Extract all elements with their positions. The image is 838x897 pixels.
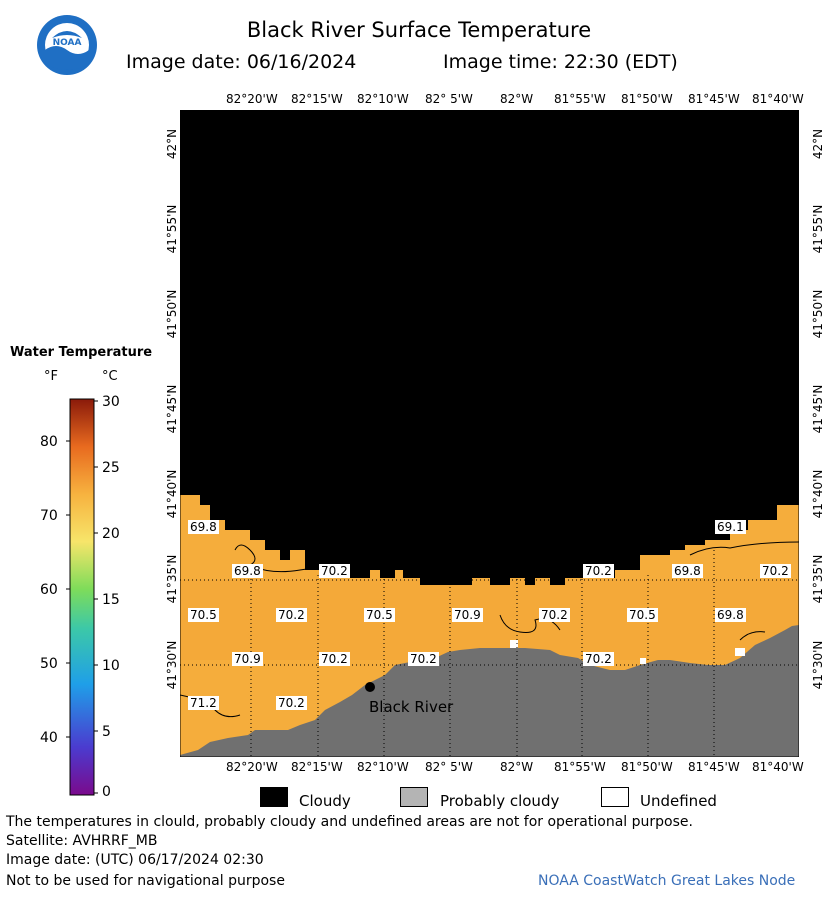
- right-lat-label: 41°40'N: [811, 469, 825, 519]
- image-date: Image date: 06/16/2024: [126, 51, 357, 73]
- bottom-lon-label: 82°15'W: [291, 760, 343, 774]
- temperature-label: 71.2: [188, 696, 219, 710]
- temperature-label: 70.5: [188, 608, 219, 622]
- undefined-patch: [510, 640, 518, 648]
- colorbar-f-tick: 70: [40, 508, 58, 524]
- graticule: [180, 550, 799, 757]
- logo-text: NOAA: [52, 38, 82, 48]
- temperature-label: 70.5: [627, 608, 658, 622]
- bottom-lon-label: 81°55'W: [554, 760, 606, 774]
- bottom-lon-label: 82°10'W: [357, 760, 409, 774]
- temperature-label: 70.9: [452, 608, 483, 622]
- temperature-label: 70.2: [276, 696, 307, 710]
- nav-warning-text: Not to be used for navigational purpose: [6, 873, 285, 889]
- top-lon-label: 81°55'W: [554, 92, 606, 106]
- left-lat-label: 41°30'N: [165, 640, 179, 690]
- temperature-label: 70.2: [583, 564, 614, 578]
- colorbar-c-tick: 25: [102, 460, 120, 476]
- left-lat-label: 41°35'N: [165, 554, 179, 604]
- land-area: [180, 625, 799, 757]
- temperature-label: 70.2: [583, 652, 614, 666]
- colorbar-f-tick: 80: [40, 434, 58, 450]
- colorbar-gradient: [69, 398, 95, 796]
- temperature-label: 70.2: [408, 652, 439, 666]
- undefined-patch: [735, 648, 745, 656]
- temperature-label: 69.8: [672, 564, 703, 578]
- bottom-lon-label: 82°W: [500, 760, 534, 774]
- top-lon-label: 82°W: [500, 92, 534, 106]
- noaa-logo-icon: [37, 15, 97, 75]
- temperature-label: 70.2: [319, 564, 350, 578]
- temperature-label: 69.1: [715, 520, 746, 534]
- temperature-label: 69.8: [188, 520, 219, 534]
- top-lon-label: 81°45'W: [688, 92, 740, 106]
- right-lat-label: 42°N: [811, 128, 825, 160]
- right-lat-label: 41°50'N: [811, 289, 825, 339]
- bottom-lon-label: 82°20'W: [226, 760, 278, 774]
- left-lat-label: 42°N: [165, 128, 179, 160]
- top-lon-label: 82°10'W: [357, 92, 409, 106]
- undefined-patch: [640, 658, 646, 664]
- image-time: Image time: 22:30 (EDT): [443, 51, 678, 73]
- colorbar-ticks: [66, 400, 98, 794]
- colorbar-c-tick: 0: [102, 784, 111, 800]
- legend-swatch-cloudy: [260, 787, 288, 807]
- temperature-label: 69.8: [715, 608, 746, 622]
- colorbar-c-tick: 5: [102, 724, 111, 740]
- temperature-label: 70.9: [232, 652, 263, 666]
- legend-label-probably-cloudy: Probably cloudy: [440, 792, 560, 810]
- top-lon-label: 82°20'W: [226, 92, 278, 106]
- top-lon-label: 81°50'W: [621, 92, 673, 106]
- temperature-map: [180, 110, 799, 757]
- temperature-label: 70.2: [276, 608, 307, 622]
- noaa-logo: NOAA: [36, 14, 98, 76]
- right-lat-label: 41°55'N: [811, 204, 825, 254]
- legend-swatch-undefined: [601, 787, 629, 807]
- colorbar-c-tick: 20: [102, 526, 120, 542]
- isotherm-line: [689, 541, 799, 556]
- colorbar-title: Water Temperature: [10, 345, 153, 360]
- temperature-label: 70.2: [760, 564, 791, 578]
- legend-label-undefined: Undefined: [640, 792, 717, 810]
- utc-date-text: Image date: (UTC) 06/17/2024 02:30: [6, 852, 264, 868]
- legend-swatch-probably-cloudy: [400, 787, 428, 807]
- right-lat-label: 41°30'N: [811, 640, 825, 690]
- temperature-label: 70.2: [539, 608, 570, 622]
- colorbar-f-tick: 60: [40, 582, 58, 598]
- right-lat-label: 41°35'N: [811, 554, 825, 604]
- page-title: Black River Surface Temperature: [246, 18, 592, 42]
- colorbar-f-tick: 40: [40, 730, 58, 746]
- bottom-lon-label: 82° 5'W: [425, 760, 473, 774]
- temperature-label: 69.8: [232, 564, 263, 578]
- temperature-label: 70.2: [319, 652, 350, 666]
- colorbar-unit-c: °C: [102, 369, 118, 384]
- left-lat-label: 41°40'N: [165, 469, 179, 519]
- left-lat-label: 41°45'N: [165, 384, 179, 434]
- black-river-marker: [365, 682, 375, 692]
- credit-text: NOAA CoastWatch Great Lakes Node: [538, 873, 796, 889]
- colorbar-c-tick: 10: [102, 658, 120, 674]
- bottom-lon-label: 81°50'W: [621, 760, 673, 774]
- top-lon-label: 81°40'W: [752, 92, 804, 106]
- legend-label-cloudy: Cloudy: [299, 792, 351, 810]
- bottom-lon-label: 81°40'W: [752, 760, 804, 774]
- cloud-area: [180, 110, 799, 585]
- disclaimer-text: The temperatures in clould, probably clo…: [6, 814, 693, 830]
- left-lat-label: 41°55'N: [165, 204, 179, 254]
- colorbar-c-tick: 15: [102, 592, 120, 608]
- colorbar: [66, 398, 98, 796]
- right-lat-label: 41°45'N: [811, 384, 825, 434]
- place-label: Black River: [369, 698, 454, 716]
- temperature-label: 70.5: [364, 608, 395, 622]
- colorbar-unit-f: °F: [44, 369, 58, 384]
- satellite-text: Satellite: AVHRRF_MB: [6, 833, 158, 849]
- top-lon-label: 82° 5'W: [425, 92, 473, 106]
- isotherm-line: [739, 631, 766, 641]
- bottom-lon-label: 81°45'W: [688, 760, 740, 774]
- colorbar-f-tick: 50: [40, 656, 58, 672]
- left-lat-label: 41°50'N: [165, 289, 179, 339]
- colorbar-c-tick: 30: [102, 394, 120, 410]
- top-lon-label: 82°15'W: [291, 92, 343, 106]
